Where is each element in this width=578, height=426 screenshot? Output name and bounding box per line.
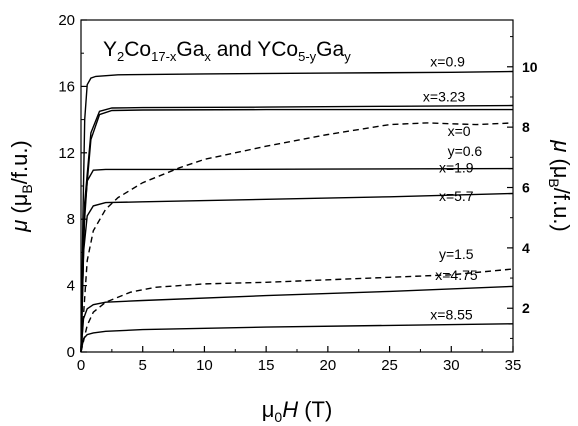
series-line-y-1-5 bbox=[80, 268, 514, 353]
left-tick-label: 8 bbox=[67, 211, 75, 228]
curve-label: x=8.55 bbox=[430, 307, 473, 323]
left-axis-title: μ (μB/f.u.) bbox=[7, 140, 35, 233]
right-tick-label: 10 bbox=[522, 59, 538, 75]
plot-frame bbox=[80, 19, 514, 353]
series-line-x-4-75 bbox=[80, 285, 514, 353]
x-tick-label: 20 bbox=[320, 357, 337, 374]
right-axis-title: μ (μB/f.u.) bbox=[546, 139, 574, 232]
chart-title: Y2Co17-xGax and YCo5-yGay bbox=[103, 38, 351, 64]
left-tick-label: 16 bbox=[58, 78, 75, 95]
right-tick-label: 2 bbox=[522, 300, 530, 316]
curve-label: x=0 bbox=[448, 123, 471, 139]
series-line-x-8-55 bbox=[80, 323, 514, 353]
left-axis-ticks: 0 4 8 12 16 20 bbox=[58, 12, 87, 361]
x-axis-title: μ0H (T) bbox=[262, 397, 333, 425]
curve-label: x=1.9 bbox=[439, 160, 474, 176]
right-tick-label: 8 bbox=[522, 119, 530, 135]
series-line-x-5-7 bbox=[80, 192, 514, 353]
left-tick-label: 0 bbox=[67, 344, 75, 361]
x-axis-ticks: 0 5 10 15 20 25 30 35 bbox=[77, 346, 522, 374]
x-tick-label: 30 bbox=[443, 357, 460, 374]
right-tick-label: 6 bbox=[522, 180, 530, 196]
right-axis-ticks: 2 4 6 8 10 bbox=[507, 36, 538, 339]
curve-label: x=5.7 bbox=[439, 188, 474, 204]
curve-label: x=0.9 bbox=[430, 53, 465, 69]
series-line-y-0-6 bbox=[80, 122, 514, 353]
x-tick-label: 35 bbox=[505, 357, 522, 374]
curve-label: x=3.23 bbox=[423, 88, 466, 104]
left-tick-label: 20 bbox=[58, 12, 75, 29]
x-tick-label: 25 bbox=[381, 357, 398, 374]
series-line-x-0-9 bbox=[80, 70, 514, 353]
left-tick-label: 12 bbox=[58, 145, 75, 162]
left-tick-label: 4 bbox=[67, 278, 75, 295]
x-tick-label: 15 bbox=[258, 357, 275, 374]
curve-label: y=1.5 bbox=[439, 246, 474, 262]
x-tick-label: 5 bbox=[139, 357, 147, 374]
curve-label: y=0.6 bbox=[448, 143, 483, 159]
series-layer bbox=[80, 70, 514, 353]
right-tick-label: 4 bbox=[522, 240, 530, 256]
x-tick-label: 0 bbox=[77, 357, 85, 374]
curve-labels: x=0.9 x=3.23 x=0 y=0.6x=1.9 x=5.7 y=1.5 x=4.75… bbox=[423, 53, 483, 322]
curve-label: x=4.75 bbox=[435, 267, 478, 283]
series-line-x-1-9 bbox=[80, 167, 514, 353]
x-tick-label: 10 bbox=[196, 357, 213, 374]
